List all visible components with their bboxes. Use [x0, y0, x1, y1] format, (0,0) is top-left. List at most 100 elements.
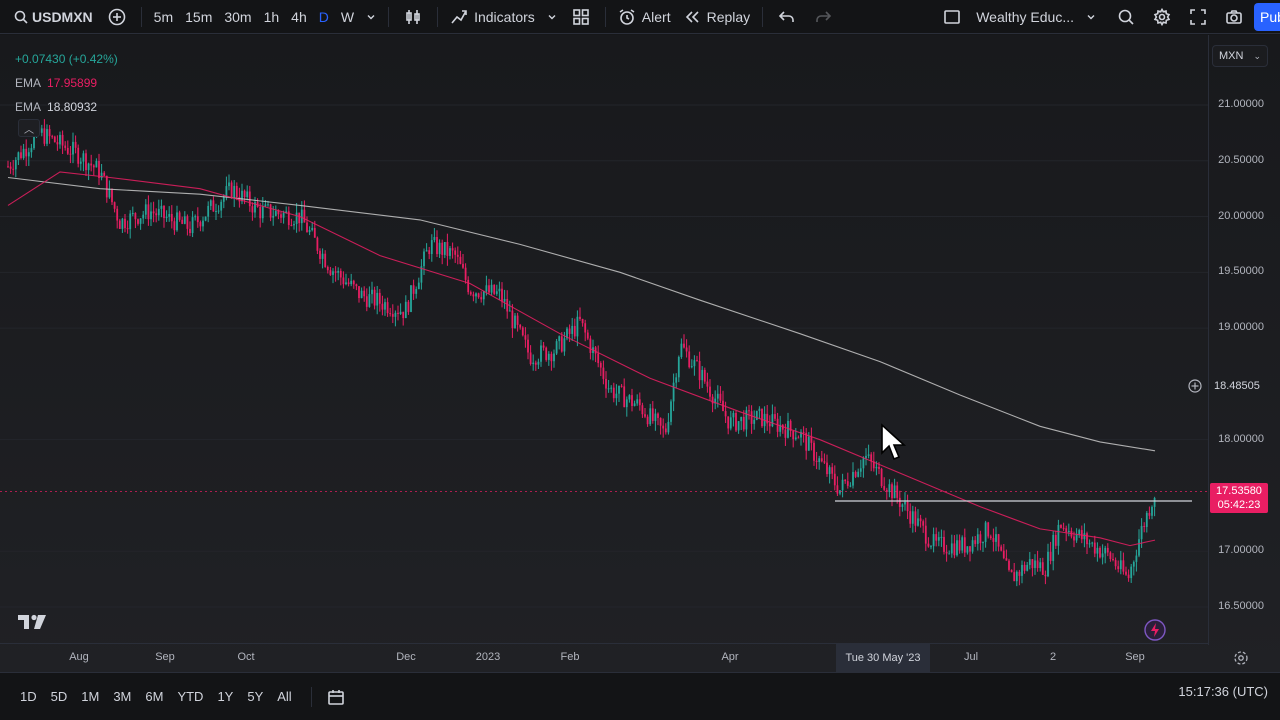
- timeframe-dropdown[interactable]: [360, 0, 382, 34]
- timeframe-30m[interactable]: 30m: [218, 0, 257, 34]
- symbol-search-button[interactable]: USDMXN: [0, 0, 99, 34]
- candle-body: [160, 205, 163, 209]
- currency-selector[interactable]: MXN ⌄: [1212, 45, 1268, 67]
- candle-body: [345, 282, 347, 285]
- candle-body: [337, 270, 340, 273]
- time-scale[interactable]: Aug Sep Oct Dec 2023 Feb Apr Jul 2 Sep: [0, 643, 1208, 672]
- indicators-button[interactable]: Indicators: [444, 0, 541, 34]
- candle-body: [501, 288, 503, 302]
- clock-timezone[interactable]: 15:17:36 (UTC): [1178, 684, 1268, 699]
- candle-body: [919, 518, 922, 522]
- candle-body: [1010, 569, 1013, 573]
- legend-ema-slow[interactable]: EMA 18.80932: [15, 95, 118, 119]
- settings-button[interactable]: [1144, 0, 1180, 34]
- candle-body: [40, 128, 43, 133]
- candle-body: [98, 160, 100, 179]
- timeframe-5m[interactable]: 5m: [148, 0, 179, 34]
- replay-button[interactable]: Replay: [677, 0, 757, 34]
- candle-body: [324, 253, 327, 267]
- candle-body: [449, 248, 451, 256]
- range-all-button[interactable]: All: [270, 689, 298, 704]
- timeframe-label: W: [340, 8, 355, 25]
- candle-body: [735, 412, 737, 431]
- price-chart[interactable]: [0, 35, 1208, 645]
- candle-body: [12, 168, 15, 170]
- candle-body: [59, 134, 61, 145]
- candle-body: [532, 362, 535, 364]
- candle-body: [1075, 534, 1078, 541]
- layout-checkbox[interactable]: [934, 0, 970, 34]
- candle-body: [274, 210, 277, 216]
- redo-button[interactable]: [805, 0, 841, 34]
- candle-body: [311, 227, 314, 230]
- candle-body: [833, 473, 836, 486]
- quick-search-button[interactable]: [1108, 0, 1144, 34]
- publish-button[interactable]: Pub: [1254, 3, 1280, 31]
- candle-body: [628, 395, 631, 400]
- candle-body: [732, 412, 735, 418]
- legend-collapse-button[interactable]: ︿: [18, 119, 40, 137]
- candle-body: [813, 442, 815, 461]
- range-1y-button[interactable]: 1Y: [210, 689, 240, 704]
- price-scale[interactable]: 21.00000 20.50000 20.00000 19.50000 19.00000…: [1208, 35, 1280, 645]
- lightning-icon[interactable]: [1143, 618, 1167, 642]
- candle-body: [1117, 566, 1120, 570]
- candle-body: [927, 543, 930, 547]
- fullscreen-button[interactable]: [1180, 0, 1216, 34]
- add-alert-icon[interactable]: [1187, 378, 1203, 394]
- indicators-label: Indicators: [474, 8, 535, 25]
- snapshot-button[interactable]: [1216, 0, 1252, 34]
- legend-ema-fast[interactable]: EMA 17.95899: [15, 71, 118, 95]
- range-5y-button[interactable]: 5Y: [240, 689, 270, 704]
- range-3m-button[interactable]: 3M: [106, 689, 138, 704]
- candle-body: [425, 250, 428, 252]
- range-ytd-button[interactable]: YTD: [170, 689, 210, 704]
- undo-button[interactable]: [769, 0, 805, 34]
- candle-body: [423, 251, 425, 267]
- candle-body: [72, 141, 74, 155]
- magic-search-icon: [1118, 9, 1134, 25]
- compare-symbol-button[interactable]: [99, 0, 135, 34]
- candle-body: [1036, 560, 1039, 569]
- candle-body: [935, 534, 938, 541]
- candle-body: [872, 461, 875, 469]
- range-6m-button[interactable]: 6M: [138, 689, 170, 704]
- layout-name-button[interactable]: Wealthy Educ...: [970, 0, 1080, 34]
- candle-body: [924, 525, 927, 544]
- candle-body: [378, 292, 381, 304]
- timeframe-d[interactable]: D: [313, 0, 335, 34]
- chevron-down-icon: [548, 14, 556, 19]
- chart-area[interactable]: +0.07430 (+0.42%) EMA 17.95899 EMA 18.8093…: [0, 35, 1280, 672]
- candle-body: [137, 219, 139, 224]
- candle-body: [410, 285, 412, 312]
- timeframe-w[interactable]: W: [335, 0, 360, 34]
- candle-body: [199, 222, 202, 227]
- indicators-dropdown[interactable]: [541, 0, 563, 34]
- layout-templates-button[interactable]: [563, 0, 599, 34]
- chevron-down-icon: [367, 14, 375, 19]
- range-label: 5D: [50, 689, 68, 704]
- gear-icon[interactable]: [1232, 649, 1250, 667]
- range-1m-button[interactable]: 1M: [74, 689, 106, 704]
- range-5d-button[interactable]: 5D: [44, 689, 75, 704]
- candle-body: [469, 292, 472, 295]
- chart-type-button[interactable]: [395, 0, 431, 34]
- candle-body: [932, 534, 935, 547]
- legend-ema-slow-value: 18.80932: [47, 100, 98, 114]
- timeframe-4h[interactable]: 4h: [285, 0, 313, 34]
- candle-body: [807, 436, 810, 451]
- candle-body: [761, 408, 763, 427]
- timeframe-15m[interactable]: 15m: [179, 0, 218, 34]
- range-1d-button[interactable]: 1D: [13, 689, 44, 704]
- candle-body: [672, 382, 675, 402]
- candle-body: [867, 454, 870, 456]
- candle-body: [384, 302, 386, 310]
- candle-body: [82, 153, 85, 162]
- layout-dropdown[interactable]: [1080, 0, 1102, 34]
- timeframe-1h[interactable]: 1h: [258, 0, 286, 34]
- goto-date-button[interactable]: [318, 680, 354, 714]
- alert-button[interactable]: Alert: [612, 0, 677, 34]
- tradingview-logo-icon[interactable]: [16, 611, 50, 633]
- candle-body: [168, 213, 171, 217]
- candle-body: [196, 216, 199, 223]
